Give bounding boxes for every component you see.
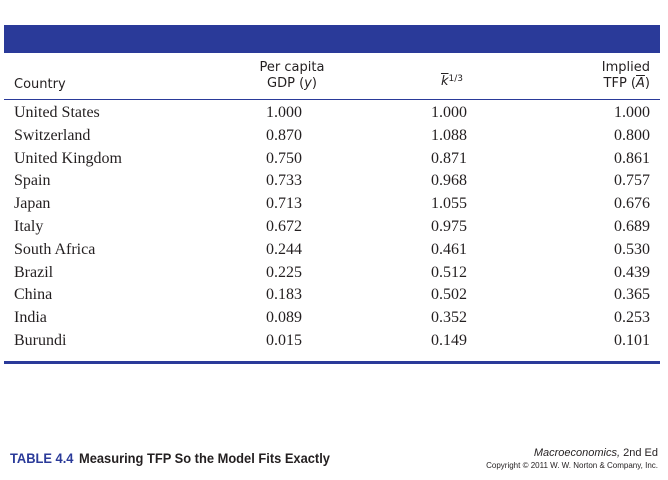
- cell-capital: 1.088: [431, 126, 467, 144]
- cell-capital: 0.461: [431, 240, 467, 258]
- table-row: United States 1.000 1.000 1.000: [4, 102, 660, 125]
- cell-capital: 0.502: [431, 286, 467, 304]
- cell-country: India: [14, 309, 47, 327]
- cell-tfp: 0.253: [614, 309, 650, 327]
- cell-gdp: 0.183: [266, 286, 302, 304]
- cell-tfp: 0.530: [614, 240, 650, 258]
- header-tfp-var: A: [636, 76, 645, 91]
- cell-gdp: 0.244: [266, 240, 302, 258]
- cell-capital: 0.871: [431, 149, 467, 167]
- cell-tfp: 0.365: [614, 286, 650, 304]
- header-capital: k1/3: [422, 74, 482, 90]
- table-row: Brazil 0.225 0.512 0.439: [4, 262, 660, 285]
- table-row: Spain 0.733 0.968 0.757: [4, 170, 660, 193]
- cell-gdp: 0.089: [266, 309, 302, 327]
- header-tfp-line1: Implied: [601, 60, 650, 75]
- book-title-line: Macroeconomics, 2nd Ed: [486, 446, 658, 460]
- header-gdp-prefix: GDP (: [267, 76, 305, 91]
- table-row: Japan 0.713 1.055 0.676: [4, 193, 660, 216]
- cell-tfp: 0.101: [614, 331, 650, 349]
- cell-country: United Kingdom: [14, 149, 122, 167]
- copyright-notice: Copyright © 2011 W. W. Norton & Company,…: [486, 461, 658, 470]
- cell-capital: 1.055: [431, 195, 467, 213]
- cell-tfp: 0.676: [614, 195, 650, 213]
- table-row: China 0.183 0.502 0.365: [4, 284, 660, 307]
- table-top-bar: [4, 25, 660, 53]
- cell-gdp: 0.870: [266, 126, 302, 144]
- header-gdp-line1: Per capita: [259, 60, 325, 75]
- header-rule: [4, 99, 660, 100]
- cell-country: Japan: [14, 195, 51, 213]
- table-row: India 0.089 0.352 0.253: [4, 307, 660, 330]
- header-tfp-line2: TFP (A): [564, 76, 650, 92]
- table-row: Burundi 0.015 0.149 0.101: [4, 330, 660, 353]
- book-title: Macroeconomics,: [533, 447, 621, 459]
- header-gdp-var: y: [304, 76, 312, 91]
- cell-gdp: 0.750: [266, 149, 302, 167]
- table-row: South Africa 0.244 0.461 0.530: [4, 239, 660, 262]
- table-row: United Kingdom 0.750 0.871 0.861: [4, 148, 660, 171]
- table-caption: TABLE 4.4 Measuring TFP So the Model Fits…: [10, 450, 330, 466]
- table-body: United States 1.000 1.000 1.000 Switzerland 0…: [4, 102, 660, 353]
- header-country: Country: [14, 77, 66, 92]
- table-label: TABLE 4.4: [10, 450, 74, 466]
- cell-country: Burundi: [14, 331, 67, 349]
- header-tfp-prefix: TFP (: [603, 76, 637, 91]
- header-gdp: Per capita GDP (y): [242, 60, 342, 92]
- cell-gdp: 0.015: [266, 331, 302, 349]
- header-gdp-line2: GDP (y): [242, 76, 342, 92]
- header-tfp: Implied TFP (A): [564, 60, 650, 92]
- cell-capital: 0.975: [431, 217, 467, 235]
- header-gdp-suffix: ): [311, 76, 317, 91]
- cell-gdp: 0.713: [266, 195, 302, 213]
- header-capital-exponent: 1/3: [448, 74, 463, 84]
- cell-capital: 1.000: [431, 104, 467, 121]
- cell-capital: 0.149: [431, 331, 467, 349]
- cell-country: Spain: [14, 172, 51, 190]
- cell-capital: 0.968: [431, 172, 467, 190]
- cell-gdp: 1.000: [266, 104, 302, 121]
- cell-capital: 0.512: [431, 263, 467, 281]
- cell-country: United States: [14, 104, 100, 121]
- cell-tfp: 0.689: [614, 217, 650, 235]
- cell-country: Switzerland: [14, 126, 91, 144]
- table-row: Italy 0.672 0.975 0.689: [4, 216, 660, 239]
- cell-country: South Africa: [14, 240, 96, 258]
- cell-tfp: 0.757: [614, 172, 650, 190]
- cell-capital: 0.352: [431, 309, 467, 327]
- header-tfp-suffix: ): [644, 76, 650, 91]
- cell-gdp: 0.733: [266, 172, 302, 190]
- cell-tfp: 0.800: [614, 126, 650, 144]
- publisher-credit: Macroeconomics, 2nd Ed Copyright © 2011 …: [486, 446, 658, 472]
- table-row: Switzerland 0.870 1.088 0.800: [4, 125, 660, 148]
- cell-gdp: 0.225: [266, 263, 302, 281]
- cell-country: Brazil: [14, 263, 54, 281]
- cell-tfp: 0.861: [614, 149, 650, 167]
- book-edition: 2nd Ed: [623, 447, 658, 459]
- table-bottom-rule: [4, 361, 660, 364]
- cell-country: China: [14, 286, 53, 304]
- cell-country: Italy: [14, 217, 44, 235]
- cell-gdp: 0.672: [266, 217, 302, 235]
- cell-tfp: 0.439: [614, 263, 650, 281]
- table-header: Country Per capita GDP (y) k1/3 Implied …: [4, 53, 660, 98]
- cell-tfp: 1.000: [614, 104, 650, 121]
- header-capital-base: k: [440, 74, 449, 89]
- table-title: Measuring TFP So the Model Fits Exactly: [78, 450, 330, 466]
